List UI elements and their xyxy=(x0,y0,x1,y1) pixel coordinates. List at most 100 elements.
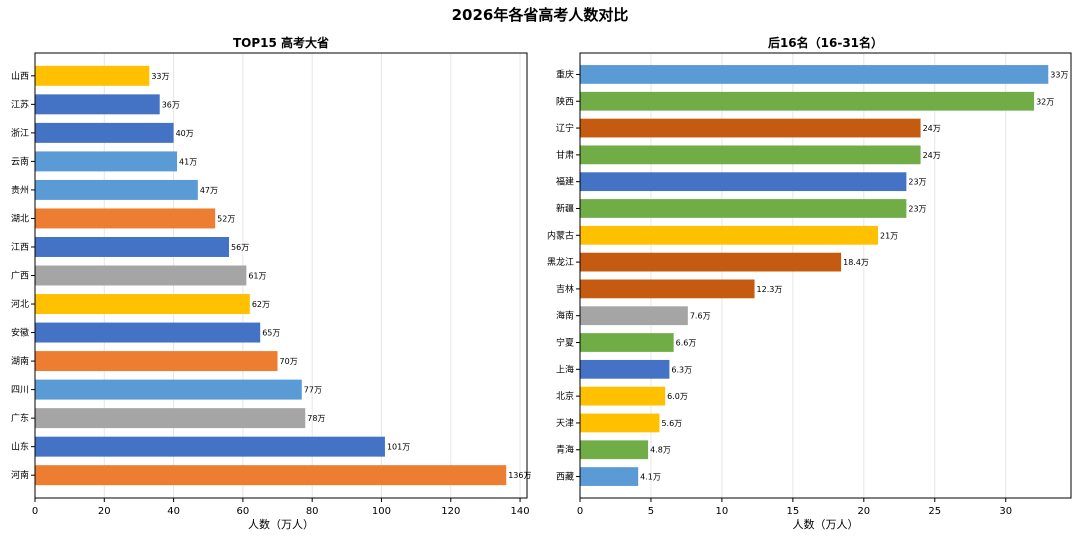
bar-上海 xyxy=(580,359,670,379)
category-label: 辽宁 xyxy=(556,122,574,134)
data-label: 23万 xyxy=(908,178,926,187)
bar-广东 xyxy=(35,408,306,429)
data-label: 33万 xyxy=(151,72,169,81)
category-label: 青海 xyxy=(556,444,574,456)
figure-title: 2026年各省高考人数对比 xyxy=(451,6,629,24)
data-label: 24万 xyxy=(923,151,941,160)
bar-湖北 xyxy=(35,208,216,229)
bar-云南 xyxy=(35,151,178,172)
data-label: 23万 xyxy=(908,204,926,213)
bar-新疆 xyxy=(580,199,907,218)
x-tick-label: 15 xyxy=(786,506,799,517)
category-label: 重庆 xyxy=(556,68,574,80)
category-label: 天津 xyxy=(556,418,574,429)
chart-subtitle: 后16名（16-31名） xyxy=(768,35,883,50)
x-tick-label: 120 xyxy=(441,506,460,517)
category-label: 黑龙江 xyxy=(547,256,574,268)
category-label: 浙江 xyxy=(11,127,29,139)
x-tick-label: 0 xyxy=(577,506,583,517)
bar-重庆 xyxy=(580,65,1049,84)
data-label: 101万 xyxy=(387,443,410,452)
bar-海南 xyxy=(580,306,688,326)
category-label: 新疆 xyxy=(556,202,574,214)
data-label: 7.6万 xyxy=(690,312,711,321)
bar-甘肃 xyxy=(580,145,921,165)
plot-frame xyxy=(34,52,528,499)
bar-山西 xyxy=(35,65,150,86)
category-label: 江苏 xyxy=(11,98,29,110)
x-tick-label: 100 xyxy=(372,506,391,517)
data-label: 52万 xyxy=(217,214,235,223)
bar-江西 xyxy=(35,236,230,257)
data-label: 56万 xyxy=(231,243,249,252)
data-label: 136万 xyxy=(508,471,531,480)
data-label: 41万 xyxy=(179,157,197,166)
data-label: 6.0万 xyxy=(667,392,688,401)
bar-内蒙古 xyxy=(580,225,879,245)
x-tick-label: 30 xyxy=(999,506,1012,517)
category-label: 广西 xyxy=(11,270,29,282)
data-label: 4.8万 xyxy=(650,446,671,455)
category-label: 上海 xyxy=(556,363,574,375)
category-label: 山东 xyxy=(11,441,29,453)
x-tick-label: 5 xyxy=(648,506,654,517)
data-label: 47万 xyxy=(200,186,218,195)
category-label: 江西 xyxy=(11,242,29,253)
x-tick-label: 140 xyxy=(511,506,530,517)
bar-江苏 xyxy=(35,94,160,115)
bar-黑龙江 xyxy=(580,252,842,272)
category-label: 内蒙古 xyxy=(547,229,574,241)
data-label: 32万 xyxy=(1036,97,1054,106)
data-label: 65万 xyxy=(262,329,280,338)
data-label: 33万 xyxy=(1050,70,1068,79)
bar-青海 xyxy=(580,440,649,460)
x-tick-label: 20 xyxy=(857,506,870,517)
bar-四川 xyxy=(35,379,302,400)
category-label: 宁夏 xyxy=(556,337,574,349)
x-axis-label: 人数（万人） xyxy=(248,518,314,531)
plot-frame xyxy=(579,52,1072,499)
data-label: 18.4万 xyxy=(843,258,869,267)
data-label: 61万 xyxy=(248,272,266,281)
bar-宁夏 xyxy=(580,333,674,352)
data-label: 12.3万 xyxy=(757,285,783,294)
data-label: 62万 xyxy=(252,300,270,309)
bar-浙江 xyxy=(35,122,174,143)
category-label: 福建 xyxy=(556,176,574,188)
x-tick-label: 60 xyxy=(237,506,250,517)
category-label: 广东 xyxy=(11,412,29,424)
bar-陕西 xyxy=(580,91,1035,111)
bar-河南 xyxy=(35,465,507,486)
x-tick-label: 10 xyxy=(716,506,729,517)
bar-吉林 xyxy=(580,279,755,299)
bar-贵州 xyxy=(35,179,198,200)
category-label: 海南 xyxy=(556,310,574,322)
data-label: 24万 xyxy=(923,124,941,133)
category-label: 吉林 xyxy=(556,283,574,295)
chart-subtitle: TOP15 高考大省 xyxy=(233,35,329,50)
data-label: 78万 xyxy=(307,414,325,423)
x-tick-label: 40 xyxy=(167,506,180,517)
data-label: 77万 xyxy=(304,386,322,395)
category-label: 山西 xyxy=(11,71,29,82)
category-label: 西藏 xyxy=(556,471,574,483)
data-label: 36万 xyxy=(162,100,180,109)
bar-湖南 xyxy=(35,351,278,372)
category-label: 陕西 xyxy=(556,95,574,107)
x-tick-label: 25 xyxy=(928,506,941,517)
data-label: 4.1万 xyxy=(640,473,661,482)
data-label: 5.6万 xyxy=(661,419,682,428)
x-tick-label: 20 xyxy=(98,506,111,517)
data-label: 6.6万 xyxy=(676,339,697,348)
x-axis-label: 人数（万人） xyxy=(793,518,859,531)
bar-天津 xyxy=(580,413,660,433)
category-label: 云南 xyxy=(11,155,29,167)
category-label: 贵州 xyxy=(11,184,29,196)
category-label: 湖南 xyxy=(11,355,29,367)
data-label: 40万 xyxy=(176,129,194,138)
category-label: 甘肃 xyxy=(556,149,574,161)
category-label: 河北 xyxy=(11,298,29,310)
x-tick-label: 80 xyxy=(306,506,319,517)
